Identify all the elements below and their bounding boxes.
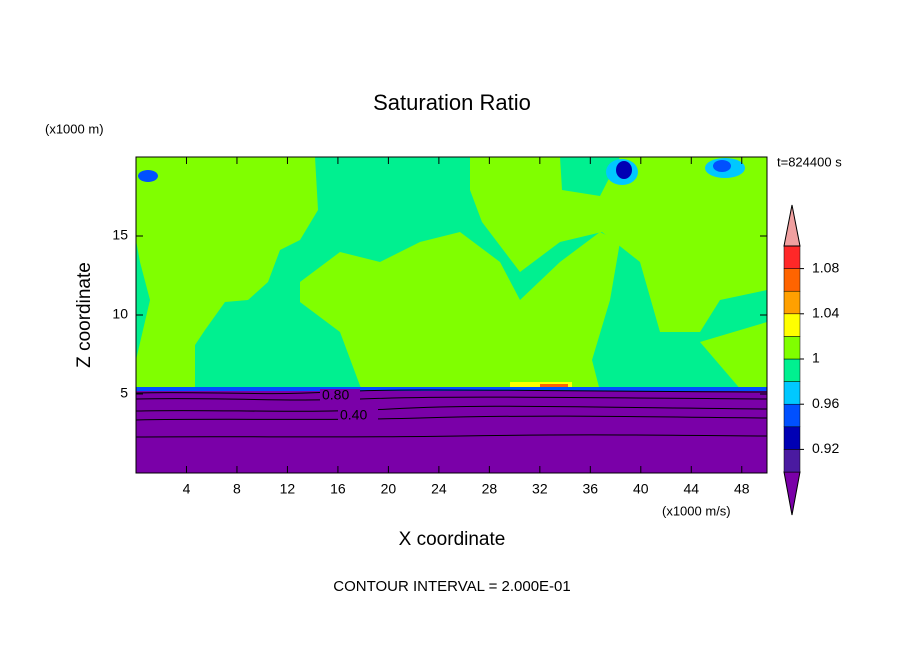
- colorbar-segment: [783, 449, 801, 473]
- y-tick-label: 10: [112, 306, 128, 322]
- x-tick-label: 24: [431, 481, 447, 497]
- region: [713, 160, 731, 172]
- colorbar-extend: [783, 204, 801, 247]
- contour-line: [135, 434, 768, 438]
- region: [136, 387, 767, 392]
- colorbar-segment: [783, 336, 801, 360]
- colorbar-segment: [783, 403, 801, 428]
- region: [700, 322, 767, 391]
- x-tick-label: 32: [532, 481, 548, 497]
- colorbar-tick-label: 1: [812, 350, 820, 366]
- colorbar-segment: [783, 381, 801, 405]
- time-label: t=824400 s: [777, 154, 842, 169]
- colorbar-segment: [783, 245, 801, 269]
- colorbar-tick-label: 0.96: [812, 395, 839, 411]
- x-tick-label: 44: [683, 481, 699, 497]
- region: [300, 232, 620, 391]
- x-tick-label: 28: [482, 481, 498, 497]
- y-unit-label: (x1000 m): [45, 121, 104, 136]
- colorbar-extend: [783, 471, 801, 516]
- x-tick-label: 8: [233, 481, 241, 497]
- colorbar-segment: [783, 358, 801, 382]
- chart-title: Saturation Ratio: [373, 90, 531, 115]
- contour-label-bg: [320, 389, 360, 403]
- region: [138, 170, 158, 182]
- contour-label: 0.40: [340, 407, 367, 423]
- colorbar-segment: [783, 426, 801, 450]
- colorbar-tick-label: 1.08: [812, 259, 839, 275]
- y-axis-label: Z coordinate: [74, 262, 95, 368]
- region: [136, 157, 318, 391]
- region: [136, 391, 767, 473]
- region: [470, 157, 767, 332]
- colorbar-segment: [783, 268, 801, 292]
- x-tick-label: 36: [583, 481, 599, 497]
- y-tick-label: 5: [120, 385, 128, 401]
- contour-line: [135, 405, 768, 412]
- colorbar-tick-label: 1.04: [812, 305, 839, 321]
- contour-label-bg: [338, 409, 378, 423]
- x-tick-label: 4: [183, 481, 191, 497]
- contour-line: [135, 415, 768, 421]
- colorbar-tick-label: 0.92: [812, 440, 839, 456]
- region: [540, 384, 568, 389]
- colorbar-segment: [783, 313, 801, 337]
- x-tick-label: 20: [381, 481, 397, 497]
- x-tick-label: 40: [633, 481, 649, 497]
- footnote: CONTOUR INTERVAL = 2.000E-01: [333, 578, 570, 595]
- x-unit-label: (x1000 m/s): [662, 503, 731, 518]
- y-tick-label: 15: [112, 227, 128, 243]
- x-axis-label: X coordinate: [399, 529, 506, 550]
- region: [616, 161, 632, 179]
- x-tick-label: 48: [734, 481, 750, 497]
- contour-line: [135, 396, 768, 401]
- contour-field: [135, 157, 768, 473]
- contour-label: 0.80: [322, 387, 349, 403]
- x-tick-label: 12: [280, 481, 296, 497]
- x-tick-label: 16: [330, 481, 346, 497]
- colorbar-segment: [783, 290, 801, 315]
